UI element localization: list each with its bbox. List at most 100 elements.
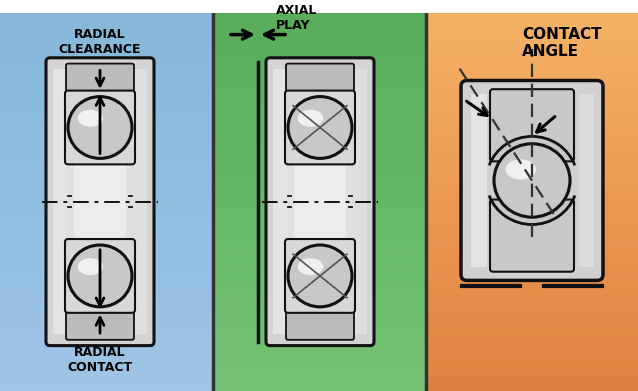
Bar — [426, 232, 638, 236]
Bar — [0, 248, 213, 251]
Bar — [426, 29, 638, 32]
Circle shape — [496, 145, 572, 219]
Bar — [426, 157, 638, 161]
Bar — [213, 191, 426, 195]
Bar — [426, 89, 638, 93]
Bar — [426, 327, 638, 330]
Bar — [426, 81, 638, 85]
Bar — [426, 55, 638, 59]
FancyBboxPatch shape — [46, 58, 154, 346]
Bar — [426, 191, 638, 195]
Bar — [426, 278, 638, 282]
Bar — [213, 40, 426, 43]
Bar — [0, 274, 213, 278]
Bar — [0, 334, 213, 338]
Bar — [213, 248, 426, 251]
Bar — [213, 353, 426, 357]
Bar — [0, 66, 213, 70]
Bar — [213, 319, 426, 323]
Bar — [426, 357, 638, 361]
Circle shape — [68, 245, 132, 307]
Bar — [426, 63, 638, 66]
Bar — [0, 364, 213, 368]
Bar — [213, 346, 426, 350]
Bar — [426, 142, 638, 145]
FancyBboxPatch shape — [490, 89, 574, 161]
Bar — [426, 255, 638, 259]
Bar — [213, 255, 426, 259]
FancyBboxPatch shape — [490, 199, 574, 272]
Bar — [213, 206, 426, 210]
Bar — [426, 353, 638, 357]
Bar — [426, 380, 638, 384]
Bar — [0, 161, 213, 165]
Bar — [213, 244, 426, 248]
Bar — [213, 263, 426, 266]
Ellipse shape — [78, 110, 103, 127]
Bar — [0, 293, 213, 297]
Bar — [213, 380, 426, 384]
Bar — [426, 225, 638, 229]
Bar — [426, 229, 638, 232]
Bar — [213, 334, 426, 338]
Bar — [213, 364, 426, 368]
Bar — [426, 263, 638, 266]
FancyBboxPatch shape — [65, 239, 135, 313]
Bar — [213, 164, 426, 168]
Bar — [0, 202, 213, 206]
Bar — [213, 195, 426, 198]
Circle shape — [494, 144, 570, 217]
Bar — [426, 240, 638, 244]
Bar — [213, 43, 426, 47]
Bar — [213, 312, 426, 316]
Bar — [426, 183, 638, 187]
Bar — [213, 108, 426, 111]
Bar — [426, 176, 638, 179]
Bar — [0, 100, 213, 104]
Bar — [426, 372, 638, 376]
Bar — [426, 127, 638, 131]
Bar — [0, 157, 213, 161]
Bar — [213, 138, 426, 142]
Bar — [213, 145, 426, 149]
Bar — [0, 198, 213, 202]
Circle shape — [70, 98, 133, 160]
Bar — [0, 115, 213, 119]
Bar — [0, 289, 213, 293]
Bar — [213, 213, 426, 217]
Bar — [213, 93, 426, 97]
Bar — [213, 21, 426, 25]
Bar — [213, 278, 426, 282]
Bar — [0, 108, 213, 111]
Bar — [0, 338, 213, 342]
Bar — [213, 357, 426, 361]
Bar — [426, 104, 638, 108]
Bar — [213, 176, 426, 179]
Bar — [0, 104, 213, 108]
Bar — [0, 191, 213, 195]
Bar — [0, 25, 213, 29]
Text: CONTACT
ANGLE: CONTACT ANGLE — [522, 27, 602, 59]
Bar — [0, 266, 213, 270]
Bar — [213, 66, 426, 70]
Bar — [426, 289, 638, 293]
Bar — [0, 93, 213, 97]
Bar — [0, 127, 213, 131]
Bar — [213, 274, 426, 278]
Ellipse shape — [505, 160, 536, 179]
Bar — [288, 163, 352, 240]
Bar — [471, 94, 487, 267]
Bar — [0, 225, 213, 229]
Bar — [0, 259, 213, 263]
Bar — [0, 21, 213, 25]
Bar — [0, 63, 213, 66]
Bar — [426, 364, 638, 368]
Bar — [0, 142, 213, 145]
Bar — [0, 342, 213, 346]
Bar — [213, 29, 426, 32]
Bar — [273, 69, 289, 334]
Bar — [213, 198, 426, 202]
Bar — [426, 13, 638, 17]
Bar — [213, 74, 426, 77]
Bar — [426, 149, 638, 153]
